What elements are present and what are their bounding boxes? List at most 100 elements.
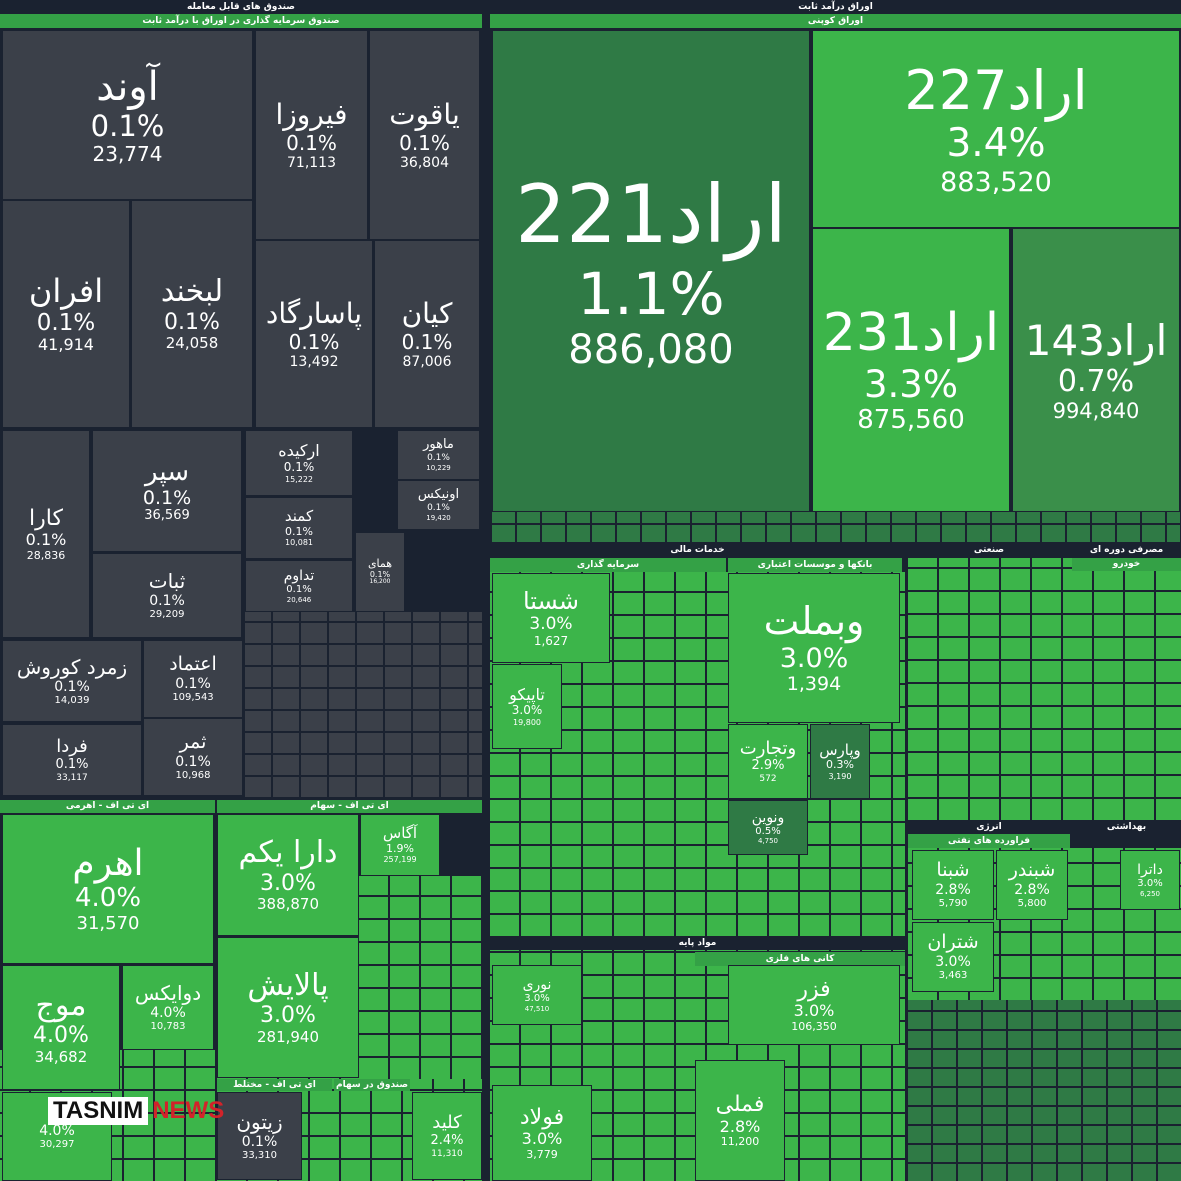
group-header: ای تی اف - سهام	[217, 800, 482, 813]
tile-volume: 886,080	[568, 327, 734, 374]
watermark-suffix: NEWS	[152, 1097, 225, 1124]
group-header: اوراق کوپنی	[490, 14, 1181, 28]
tile-change: 2.8%	[1014, 882, 1050, 899]
tile-volume: 14,039	[54, 694, 90, 706]
tile-name: وتجارت	[739, 737, 797, 759]
tile-volume: 23,774	[92, 142, 163, 167]
tile-name: شبندر	[1008, 859, 1056, 882]
tile-change: 3.0%	[935, 954, 971, 971]
group-header: بانکها و موسسات اعتباری	[728, 558, 902, 572]
tile-volume: 257,199	[383, 855, 417, 865]
tile-change: 0.1%	[175, 676, 211, 693]
tile-name: لبخند	[160, 274, 224, 310]
tile-volume: 36,804	[400, 154, 449, 171]
tile-change: 0.1%	[399, 130, 450, 155]
tile-volume: 572	[759, 774, 777, 785]
tile-name: ثبات	[148, 569, 186, 594]
tile-name: کلید	[432, 1112, 462, 1134]
tile-change: 2.8%	[719, 1116, 761, 1136]
tile-change: 0.7%	[1057, 363, 1135, 399]
tile-change: 0.1%	[164, 309, 220, 335]
tile-change: 0.1%	[286, 130, 337, 155]
tile-name: فولاد	[519, 1104, 565, 1130]
tile-volume: 29,209	[149, 609, 185, 621]
tile-volume: 1,394	[786, 673, 842, 696]
tile: ثبات 0.1% 29,209	[92, 553, 242, 638]
tile: کیان 0.1% 87,006	[374, 240, 480, 428]
tile-volume: 19,800	[513, 718, 541, 727]
small-tiles	[908, 1000, 1181, 1181]
tile-name: اركيده	[278, 441, 320, 461]
tile-volume: 31,570	[76, 913, 140, 935]
group-header: مصرفی دوره ای	[1089, 545, 1164, 555]
tile-volume: 281,940	[256, 1027, 320, 1046]
tile: فملی 2.8% 11,200	[695, 1060, 785, 1181]
tile: فردا 0.1% 33,117	[2, 724, 142, 796]
tile-volume: 24,058	[165, 334, 219, 353]
tile-volume: 19,420	[426, 513, 451, 522]
tile-volume: 3,779	[526, 1147, 558, 1161]
tile: شبنا 2.8% 5,790	[912, 850, 994, 920]
tile-volume: 6,250	[1139, 889, 1161, 898]
tile-change: 0.1%	[142, 486, 192, 509]
tile-change: 2.8%	[935, 882, 971, 899]
tile-change: 1.9%	[386, 841, 414, 855]
tile: آوند 0.1% 23,774	[2, 30, 253, 200]
tile-name: پاسارگاد	[265, 297, 363, 331]
tile-change: 0.5%	[755, 825, 781, 837]
tile-volume: 4,750	[757, 837, 779, 846]
tile: زیتون 0.1% 33,310	[217, 1092, 302, 1180]
tile-volume: 13,492	[289, 353, 339, 370]
tile-change: 0.1%	[241, 1133, 278, 1150]
tile-change: 3.4%	[946, 121, 1046, 167]
tile-name: ثمر	[179, 731, 207, 754]
tile-volume: 3,190	[828, 771, 852, 781]
tile-volume: 883,520	[940, 166, 1052, 198]
group-header: صندوق سرمایه گذاری در اوراق با درآمد ثاب…	[0, 14, 482, 28]
tile: وتجارت 2.9% 572	[728, 724, 808, 799]
tile: اونیکس 0.1% 19,420	[397, 480, 480, 530]
tile-change: 0.1%	[285, 524, 313, 538]
tile-name: کارا	[29, 505, 63, 531]
tile-name: همای	[367, 556, 393, 570]
tile-name: کمند	[284, 507, 314, 526]
tile-change: 0.1%	[288, 329, 340, 354]
tile-name: اراد227	[904, 59, 1088, 122]
small-tiles	[359, 876, 482, 1079]
tile-volume: 34,682	[34, 1047, 88, 1066]
tile-change: 3.0%	[511, 703, 543, 718]
tile-name: دارا یکم	[238, 835, 338, 871]
tile: زمرد کوروش 0.1% 14,039	[2, 640, 142, 722]
tile-volume: 28,836	[26, 548, 66, 562]
tile-volume: 11,310	[431, 1148, 463, 1159]
tile-change: 0.1%	[427, 453, 450, 464]
tile: کارا 0.1% 28,836	[2, 430, 90, 638]
tile-volume: 11,200	[720, 1135, 760, 1149]
tile-name: شتران	[927, 931, 979, 954]
tile-name: ونوین	[751, 809, 785, 826]
tile: ونوین 0.5% 4,750	[728, 800, 808, 855]
tile: پاسارگاد 0.1% 13,492	[255, 240, 373, 428]
tile-name: اراد221	[515, 167, 787, 261]
tile: اراد143 0.7% 994,840	[1012, 228, 1180, 512]
tile-volume: 15,222	[285, 474, 313, 484]
tile: دارا یکم 3.0% 388,870	[217, 814, 359, 936]
tile: اراد231 3.3% 875,560	[812, 228, 1010, 512]
tile: دوایکس 4.0% 10,783	[122, 965, 214, 1050]
tile: وبملت 3.0% 1,394	[728, 573, 900, 723]
tile-name: اونیکس	[417, 487, 460, 503]
tile: اراد221 1.1% 886,080	[492, 30, 810, 512]
tile-name: سپر	[145, 456, 189, 487]
watermark: TASNIM NEWS	[48, 1097, 224, 1125]
tile-name: دوایکس	[134, 981, 202, 1006]
tile: فولاد 3.0% 3,779	[492, 1085, 592, 1181]
small-tiles	[492, 512, 1180, 542]
tile-volume: 109,543	[172, 692, 214, 704]
tile-name: آوند	[96, 63, 159, 110]
tile-name: آگاس	[382, 824, 418, 843]
tile-change: 3.3%	[864, 362, 958, 406]
tile: همای 0.1% 16,200	[355, 532, 405, 612]
tile-name: زیتون	[236, 1109, 283, 1134]
tile-change: 2.4%	[430, 1132, 464, 1148]
tile-volume: 1,627	[533, 633, 569, 648]
